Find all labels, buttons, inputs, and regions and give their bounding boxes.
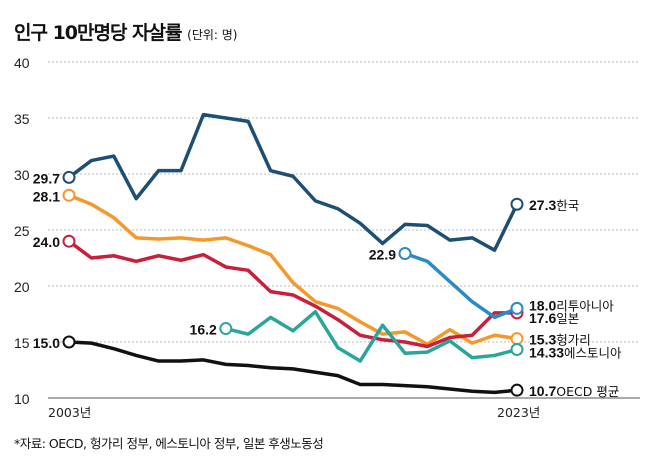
end-label: 14.33에스토니아: [529, 345, 622, 361]
x-tick-label: 2003년: [48, 405, 91, 420]
data-point-end: [510, 197, 524, 211]
start-value-label: 15.0: [33, 335, 60, 351]
data-point-end: [510, 383, 524, 397]
y-tick-label: 30: [14, 167, 30, 183]
x-tick-label: 2023년: [497, 405, 540, 420]
series-name: 일본: [556, 311, 579, 326]
data-point-end: [510, 301, 524, 315]
data-point-start: [62, 170, 76, 184]
y-tick-label: 15: [14, 335, 30, 351]
start-value-label: 28.1: [33, 188, 60, 204]
end-value: 27.3: [529, 197, 556, 213]
end-label: 18.0리투아니아: [529, 297, 614, 313]
y-tick-label: 20: [14, 279, 30, 295]
y-tick-label: 40: [14, 55, 30, 71]
data-point-start: [62, 335, 76, 349]
end-value: 17.6: [529, 310, 556, 326]
end-value: 14.33: [529, 345, 564, 361]
chart-title: 인구 10만명당 자살률 (단위: 명): [14, 22, 238, 44]
end-value: 18.0: [529, 297, 556, 313]
y-tick-label: 10: [14, 391, 30, 407]
start-value-label: 22.9: [369, 247, 396, 263]
series-name: 리투아니아: [556, 298, 614, 313]
series-line-리투아니아: [404, 251, 518, 320]
data-point-start: [219, 322, 233, 336]
data-point-start: [398, 247, 412, 261]
start-value-label: 24.0: [33, 234, 60, 250]
series-line-일본: [67, 239, 517, 349]
end-label: 27.3한국: [529, 197, 579, 213]
series-name: 에스토니아: [564, 346, 622, 361]
y-tick-label: 35: [14, 111, 30, 127]
start-value-label: 16.2: [190, 322, 217, 338]
y-tick-label: 25: [14, 223, 30, 239]
unit-label: (단위: 명): [187, 28, 238, 42]
end-value: 15.3: [529, 332, 556, 348]
end-label: 17.6일본: [529, 310, 579, 326]
data-point-end: [510, 332, 524, 346]
series-name: OECD 평균: [556, 384, 619, 399]
series-name: 헝가리: [556, 333, 591, 348]
series-line-OECD 평균: [68, 340, 518, 395]
data-point-start: [62, 234, 76, 248]
end-value: 10.7: [529, 383, 556, 399]
series-line-헝가리: [68, 193, 518, 346]
end-label: 10.7OECD 평균: [529, 383, 619, 399]
data-point-start: [62, 188, 76, 202]
end-label: 15.3헝가리: [529, 332, 591, 348]
series-line-한국: [67, 112, 519, 252]
start-value-label: 29.7: [33, 170, 60, 186]
series-line-에스토니아: [225, 310, 518, 363]
source-note: *자료: OECD, 헝가리 정부, 에스토니아 정부, 일본 후생노동성: [14, 436, 324, 451]
data-point-end: [510, 343, 524, 357]
series-name: 한국: [556, 198, 579, 213]
